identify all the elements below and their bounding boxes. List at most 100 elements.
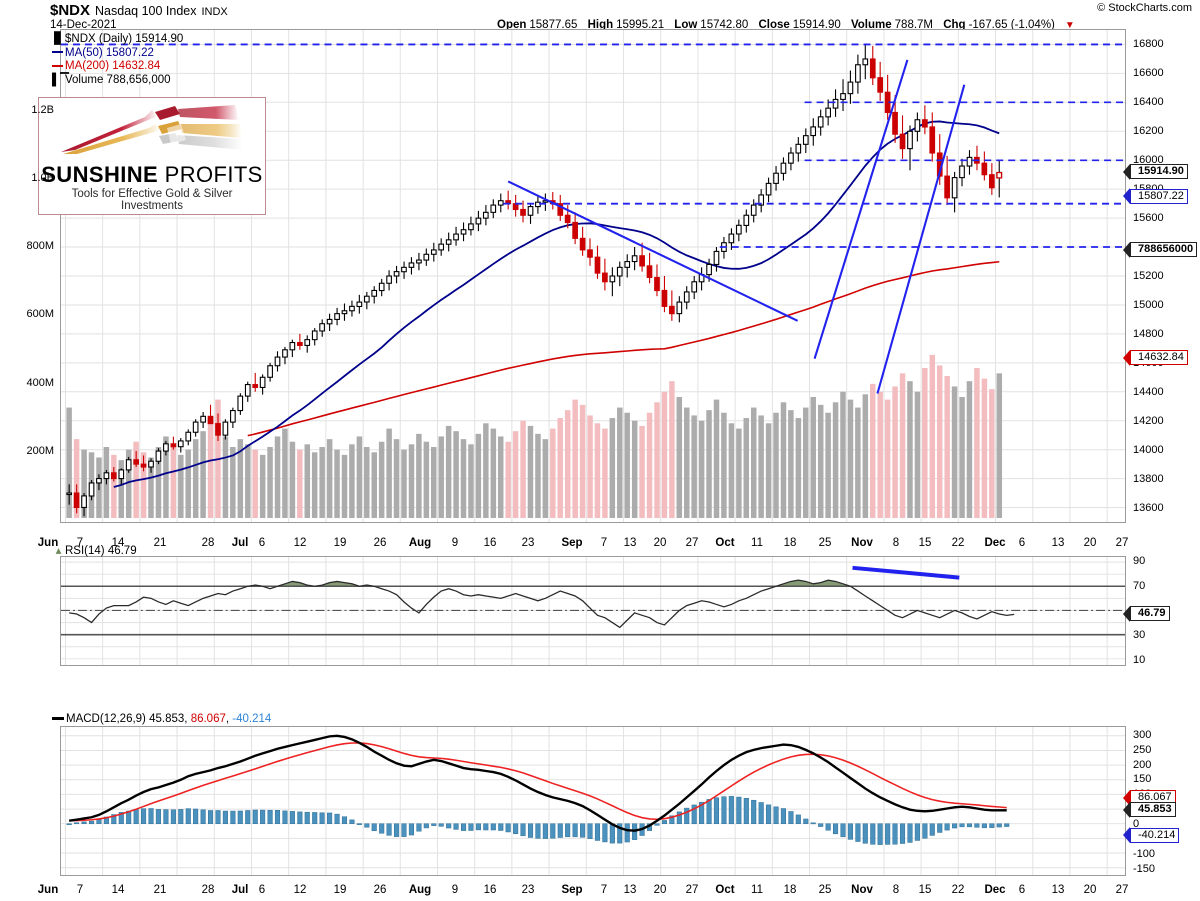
- volume-bar: [639, 425, 645, 519]
- candlestick: [780, 157, 787, 181]
- macd-histogram-bar: [617, 823, 623, 844]
- volume-bar: [512, 431, 519, 519]
- candlestick: [624, 254, 631, 278]
- candlestick: [862, 44, 869, 80]
- logo-title-b: PROFITS: [158, 162, 263, 187]
- close-label: Close: [758, 19, 790, 31]
- price-axis-label: 14000: [1133, 444, 1164, 457]
- macd-histogram-bar: [661, 820, 668, 824]
- x-axis-label: 11: [751, 537, 763, 549]
- volume-bar: [899, 373, 906, 519]
- price-axis-label: 13600: [1133, 502, 1164, 515]
- macd-histogram-bar: [825, 823, 831, 831]
- volume-bar: [237, 439, 244, 519]
- candlestick: [810, 118, 817, 146]
- x-axis-label: 27: [1115, 884, 1129, 896]
- candlestick: [922, 105, 928, 135]
- price-panel: [60, 29, 1126, 523]
- candlestick: [959, 158, 965, 187]
- x-axis-label: 15: [918, 884, 932, 896]
- macd-histogram-bar: [222, 810, 228, 824]
- macd-legend-label: MACD(12,26,9): [66, 713, 146, 725]
- macd-histogram-bar: [847, 823, 853, 840]
- volume-bar: [416, 433, 422, 519]
- x-axis-label: Jul: [231, 537, 249, 549]
- macd-histogram-bar: [386, 823, 392, 836]
- volume-bar: [736, 428, 742, 519]
- volume-bar: [966, 381, 973, 519]
- volume-bar: [646, 412, 653, 519]
- candlestick: [274, 351, 281, 372]
- page-title: $NDX Nasdaq 100 Index INDX: [50, 2, 228, 19]
- macd-histogram-bar: [684, 807, 690, 824]
- candlestick: [646, 252, 653, 284]
- candlestick: [304, 335, 311, 353]
- volume-bar: [922, 368, 928, 519]
- candlestick-icon: ▊: [54, 33, 63, 45]
- x-axis-label: 23: [521, 537, 535, 549]
- volume-bar: [773, 412, 779, 519]
- candlestick: [587, 238, 593, 266]
- candlestick: [825, 99, 832, 126]
- volume-bar: [200, 431, 206, 519]
- candlestick: [408, 257, 415, 275]
- volume-bar: [974, 368, 980, 519]
- macd-legend-v3: -40.214: [232, 713, 272, 725]
- x-axis-label: 26: [373, 884, 387, 896]
- candlestick: [639, 242, 645, 272]
- volume-bar: [884, 399, 891, 519]
- price-close-flag-text: 15914.90: [1130, 164, 1188, 180]
- volume-bar: [356, 436, 363, 519]
- macd-histogram-bar: [297, 811, 303, 825]
- x-axis-label: 13: [623, 537, 637, 549]
- volume-bar: [520, 420, 526, 519]
- x-axis-label: 21: [153, 537, 167, 549]
- macd-histogram-bar: [929, 823, 935, 836]
- macd-axis-label: -150: [1133, 862, 1156, 875]
- legend-row-volume: ▌▔Volume 788,656,000: [52, 74, 183, 88]
- candlestick: [594, 245, 601, 279]
- macd-histogram-bar: [609, 823, 615, 844]
- macd-histogram-bar: [364, 823, 370, 828]
- macd-axis-label: 100: [1133, 788, 1152, 801]
- logo-title-a: SUNSHINE: [41, 162, 159, 187]
- candlestick: [877, 61, 884, 101]
- candlestick: [237, 393, 244, 415]
- macd-histogram-bar: [371, 823, 377, 832]
- volume-bar: [341, 454, 348, 519]
- macd-histogram-bar: [490, 823, 496, 831]
- price-close-flag: 15914.90: [1123, 163, 1188, 180]
- macd-histogram-bar: [944, 823, 950, 831]
- macd-histogram-bar: [200, 809, 206, 824]
- volume-bar: [817, 404, 824, 519]
- macd-histogram-bar: [922, 823, 928, 839]
- candlestick: [148, 458, 154, 473]
- macd-signal-flag-text: 86.067: [1130, 790, 1176, 806]
- high-value: 15995.21: [616, 19, 665, 31]
- candlestick: [899, 115, 906, 159]
- volume-bar: [252, 449, 258, 519]
- logo-title: SUNSHINE PROFITS: [39, 162, 265, 188]
- macd-histogram-bar: [423, 823, 429, 829]
- rsi-plot: [61, 557, 1125, 665]
- volume-bars-icon: ▌▔: [52, 73, 69, 86]
- volume-bar: [364, 447, 370, 519]
- rsi-axis-label: 90: [1133, 555, 1146, 568]
- x-axis-label: 23: [521, 884, 535, 896]
- x-axis-label: 6: [1018, 884, 1026, 896]
- candlestick: [669, 290, 675, 321]
- macd-histogram-bar: [974, 823, 980, 828]
- x-axis-label: 9: [451, 884, 459, 896]
- macd-histogram-bar: [475, 823, 481, 831]
- candlestick: [453, 226, 459, 246]
- candlestick: [319, 319, 325, 337]
- candlestick: [177, 438, 184, 453]
- volume-bar: [698, 420, 705, 519]
- candlestick: [371, 286, 378, 304]
- volume-bar: [810, 397, 816, 519]
- volume-bar: [564, 410, 571, 519]
- candlestick: [482, 205, 489, 226]
- rsi-flag: 46.79: [1123, 605, 1170, 622]
- price-axis-label: 16200: [1133, 124, 1164, 137]
- volume-bar: [304, 444, 311, 519]
